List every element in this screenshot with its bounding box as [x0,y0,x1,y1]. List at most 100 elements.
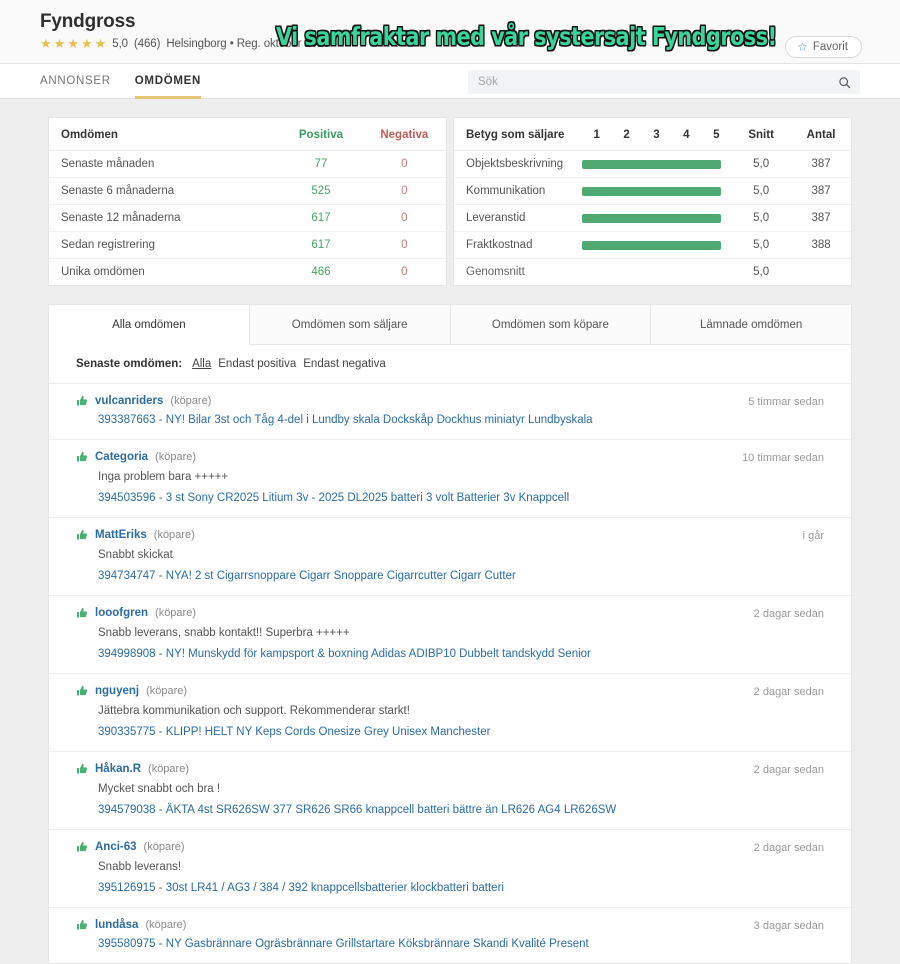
col-positiva: Positiva [279,118,363,151]
review-username[interactable]: Categoria [95,451,149,463]
row-negativa: 0 [362,150,446,178]
betyg-table-body: Objektsbeskrivning 5,0 387 Kommunikation 5,0… [454,150,851,285]
rating-bar [581,231,732,259]
thumbs-up-icon [76,529,88,541]
rating-bar [581,204,732,232]
review-timestamp: i går [802,530,824,542]
review-role: (köpare) [146,685,188,697]
filter-endast-positiva[interactable]: Endast positiva [218,358,297,370]
rating-bar-fill [581,213,722,223]
review-item-link[interactable]: 394998908 - NY! Munskydd för kampsport &… [98,648,591,660]
row-negativa: 0 [362,231,446,259]
table-row: Fraktkostnad 5,0 388 [454,231,851,259]
rating-bar-track [581,159,722,169]
row-label: Sedan registrering [49,231,280,259]
omdomen-summary-card: Omdömen Positiva Negativa Senaste månade… [48,117,447,286]
thumbs-up-icon [76,763,88,775]
review-item-link[interactable]: 394503596 - 3 st Sony CR2025 Litium 3v -… [98,492,570,504]
review-comment: Snabbt skickat [98,549,173,561]
review-comment: Inga problem bara +++++ [98,471,229,483]
row-antal: 387 [791,177,851,205]
col-scale-1: 1 [581,118,612,151]
review-tab-0[interactable]: Alla omdömen [49,305,249,345]
row-label: Kommunikation [454,177,582,205]
row-positiva: 617 [279,204,363,232]
col-omdomen: Omdömen [49,118,280,151]
betyg-table: Betyg som säljare 1 2 3 4 5 Snitt Antal … [454,118,851,285]
shop-meta: ★ ★ ★ ★ ★ 5,0 (466) Helsingborg • Reg. oktob… [40,37,860,50]
review-header: Anci-63 (köpare) [76,841,824,853]
col-betyg: Betyg som säljare [454,118,582,151]
review-timestamp: 3 dagar sedan [753,920,824,932]
shop-header: Fyndgross ★ ★ ★ ★ ★ 5,0 (466) Helsingborg • … [0,0,900,64]
page-title: Fyndgross [40,11,136,32]
row-antal: 387 [791,204,851,232]
omdomen-table: Omdömen Positiva Negativa Senaste månade… [49,118,446,285]
tab-annonser[interactable]: ANNONSER [40,75,111,87]
review-item-link[interactable]: 395580975 - NY Gasbrännare Ogräsbrännare… [98,938,589,950]
row-positiva: 617 [279,231,363,259]
review-username[interactable]: MattEriks [95,529,147,541]
main-content: Omdömen Positiva Negativa Senaste månade… [0,99,900,964]
rating-bar-track [581,186,722,196]
review-username[interactable]: nguyenj [95,685,140,697]
rating-bar-track [581,240,722,250]
review-item: MattEriks (köpare) i går Snabbt skickat 3947… [49,518,851,596]
table-header-row: Omdömen Positiva Negativa [49,118,446,151]
review-username[interactable]: vulcanriders [95,395,164,407]
row-negativa: 0 [362,204,446,232]
review-item-link[interactable]: 394734747 - NYA! 2 st Cigarrsnoppare Cig… [98,570,516,582]
review-timestamp: 2 dagar sedan [753,608,824,620]
search-box[interactable] [468,70,860,94]
tab-omdomen[interactable]: OMDÖMEN [134,64,202,99]
search-input[interactable] [468,76,838,88]
review-username[interactable]: Håkan.R [95,763,142,775]
review-username[interactable]: Anci-63 [95,841,137,853]
review-username[interactable]: looofgren [95,607,149,619]
table-header-row: Betyg som säljare 1 2 3 4 5 Snitt Antal [454,118,851,151]
review-list: vulcanriders (köpare) 5 timmar sedan 393387… [49,384,851,963]
rating-bar [581,177,732,205]
review-item: Categoria (köpare) 10 timmar sedan Inga pro… [49,440,851,518]
review-role: (köpare) [155,451,197,463]
col-snitt: Snitt [731,118,792,151]
search-icon[interactable] [838,76,860,89]
thumbs-up-icon [76,395,88,407]
rating-bar-fill [581,159,722,169]
review-role: (köpare) [153,529,195,541]
table-row: Senaste 12 månaderna 617 0 [49,204,446,232]
review-tab-2[interactable]: Omdömen som köpare [449,305,651,345]
table-row: Senaste månaden 77 0 [49,150,446,178]
star-icon-1: ★ [40,36,52,51]
review-tab-1[interactable]: Omdömen som säljare [248,305,450,345]
row-label: Senaste 6 månaderna [49,177,280,205]
average-label: Genomsnitt [454,258,582,285]
review-comment: Snabb leverans! [98,861,182,873]
review-item-link[interactable]: 395126915 - 30st LR41 / AG3 / 384 / 392 … [98,882,504,894]
rating-bar-track [581,213,722,223]
average-row: Genomsnitt 5,0 [454,258,851,285]
star-icon-4: ★ [80,36,93,51]
review-username[interactable]: lundåsa [95,919,139,931]
promo-banner: Vi samfraktar med vår systersajt Fyndgro… [276,22,777,51]
filter-alla[interactable]: Alla [192,358,212,370]
row-label: Senaste månaden [49,150,280,178]
review-item: nguyenj (köpare) 2 dagar sedan Jättebra kom… [49,674,851,752]
review-item-link[interactable]: 393387663 - NY! Bilar 3st och Tåg 4-del … [98,414,593,426]
favorite-button[interactable]: ☆ Favorit [785,36,862,58]
review-item: vulcanriders (köpare) 5 timmar sedan 393387… [49,384,851,440]
review-tabs: Alla omdömen Omdömen som säljare Omdömen s… [49,305,851,345]
table-row: Sedan registrering 617 0 [49,231,446,259]
table-row: Objektsbeskrivning 5,0 387 [454,150,851,178]
review-item-link[interactable]: 394579038 - ÄKTA 4st SR626SW 377 SR626 S… [98,804,617,816]
review-item-link[interactable]: 390335775 - KLIPP! HELT NY Keps Cords On… [98,726,491,738]
average-value: 5,0 [731,258,792,285]
row-negativa: 0 [401,266,408,278]
review-item: looofgren (köpare) 2 dagar sedan Snabb leve… [49,596,851,674]
review-tab-3[interactable]: Lämnade omdömen [650,305,851,345]
review-role: (köpare) [170,395,212,407]
thumbs-up-icon [76,451,88,463]
thumbs-up-icon [76,607,88,619]
row-label: Fraktkostnad [454,231,582,259]
filter-endast-negativa[interactable]: Endast negativa [303,358,386,370]
